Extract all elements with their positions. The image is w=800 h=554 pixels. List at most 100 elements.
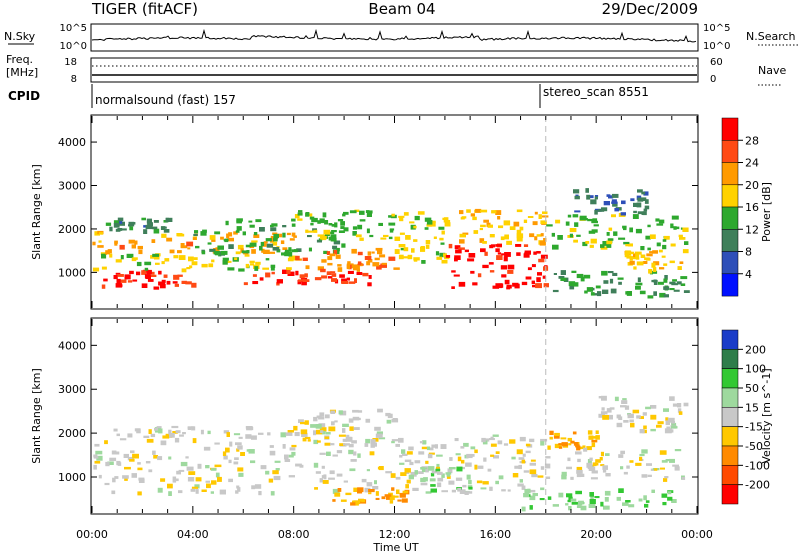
power-cell [540, 254, 548, 259]
velocity-cell [674, 466, 680, 471]
power-colorbar: 28 24 20 16 12 8 4 Power [dB] [721, 117, 773, 297]
power-cell [682, 227, 689, 232]
velocity-cell [643, 425, 647, 430]
velocity-cell [588, 466, 596, 471]
power-cell [410, 224, 416, 230]
power-cell [330, 271, 336, 274]
power-cell [612, 272, 618, 276]
power-cell [618, 281, 622, 285]
power-cell [574, 210, 581, 213]
freq-tick-bottom: 8 [71, 74, 77, 85]
power-cell [482, 241, 487, 244]
velocity-cell [171, 425, 179, 429]
power-cell [676, 281, 682, 285]
velocity-cell [378, 437, 386, 440]
power-cell [635, 257, 640, 260]
velocity-colorbar: 200 100 50 15 -15 -50 -100 -200 Velocity [m s^-… [721, 329, 773, 505]
velocity-cell [338, 434, 346, 437]
velocity-cell [570, 440, 575, 444]
velocity-cell [237, 445, 243, 450]
velocity-cell [681, 477, 686, 480]
velocity-cell [420, 467, 425, 470]
velocity-cell [616, 496, 621, 501]
power-cell [243, 282, 248, 286]
power-cell [609, 278, 614, 284]
power-cell [501, 253, 508, 256]
power-cell [237, 244, 244, 250]
power-cell [377, 248, 381, 252]
power-cell [141, 283, 148, 288]
velocity-cell [240, 452, 245, 456]
velocity-cell [358, 498, 364, 502]
velocity-cell [94, 460, 101, 464]
power-cell [500, 236, 505, 241]
velocity-cell [490, 443, 497, 447]
power-cell [254, 266, 259, 271]
power-cell [113, 275, 118, 280]
power-cell [222, 260, 228, 265]
velocity-cell [124, 478, 128, 481]
power-cell [678, 234, 683, 238]
power-cell [120, 279, 127, 283]
power-cell [591, 220, 598, 224]
velocity-cell [642, 412, 647, 416]
power-cell [282, 269, 287, 274]
power-cell [308, 247, 312, 252]
velocity-cell [365, 438, 371, 444]
power-cell [653, 261, 660, 266]
cpid-program-2: stereo_scan 8551 [543, 85, 649, 99]
power-cell [420, 246, 425, 249]
velocity-cell [178, 469, 185, 472]
power-cell [669, 260, 675, 264]
velocity-colorbar-tick-label: -15 [745, 421, 763, 434]
velocity-cell [560, 437, 567, 440]
velocity-cell [404, 468, 411, 473]
power-cell [607, 271, 614, 274]
power-cell [355, 234, 362, 238]
power-cell [480, 224, 486, 228]
power-cell [126, 253, 134, 258]
power-cell [645, 258, 651, 261]
velocity-cell [123, 453, 129, 458]
velocity-panel-frame [90, 317, 699, 515]
power-cell [317, 220, 321, 224]
power-cell [611, 199, 617, 203]
velocity-cell [519, 436, 526, 442]
velocity-cell [641, 474, 648, 478]
velocity-cell [566, 493, 573, 498]
power-cell [635, 282, 643, 286]
velocity-cell [664, 428, 672, 434]
power-cell [352, 231, 357, 236]
power-cell [249, 260, 255, 263]
power-cell [461, 216, 467, 219]
power-cell [329, 253, 336, 257]
velocity-cell [172, 479, 177, 483]
power-cell [585, 188, 589, 193]
velocity-cell [476, 480, 483, 484]
power-cell [394, 236, 401, 241]
velocity-cell [313, 439, 319, 445]
velocity-cell [160, 478, 166, 482]
power-cell [158, 281, 166, 286]
power-cell [320, 268, 326, 273]
velocity-cell [455, 453, 461, 456]
velocity-cell [669, 458, 675, 463]
power-cell [328, 223, 333, 226]
power-cell [555, 219, 561, 224]
power-cell [497, 252, 502, 255]
power-cell [590, 292, 595, 296]
velocity-cell [94, 443, 100, 447]
velocity-cell [595, 430, 599, 434]
power-cell [659, 267, 665, 270]
time-tick-label: 04:00 [177, 528, 209, 541]
velocity-cell [379, 466, 384, 471]
velocity-cell [348, 418, 354, 423]
velocity-cell [348, 449, 354, 455]
power-cell [141, 217, 146, 221]
power-cell [341, 278, 348, 283]
power-cell [296, 248, 302, 252]
power-cell [403, 247, 409, 252]
velocity-cell [408, 446, 414, 451]
power-cell [433, 236, 437, 239]
velocity-cell [195, 489, 199, 494]
